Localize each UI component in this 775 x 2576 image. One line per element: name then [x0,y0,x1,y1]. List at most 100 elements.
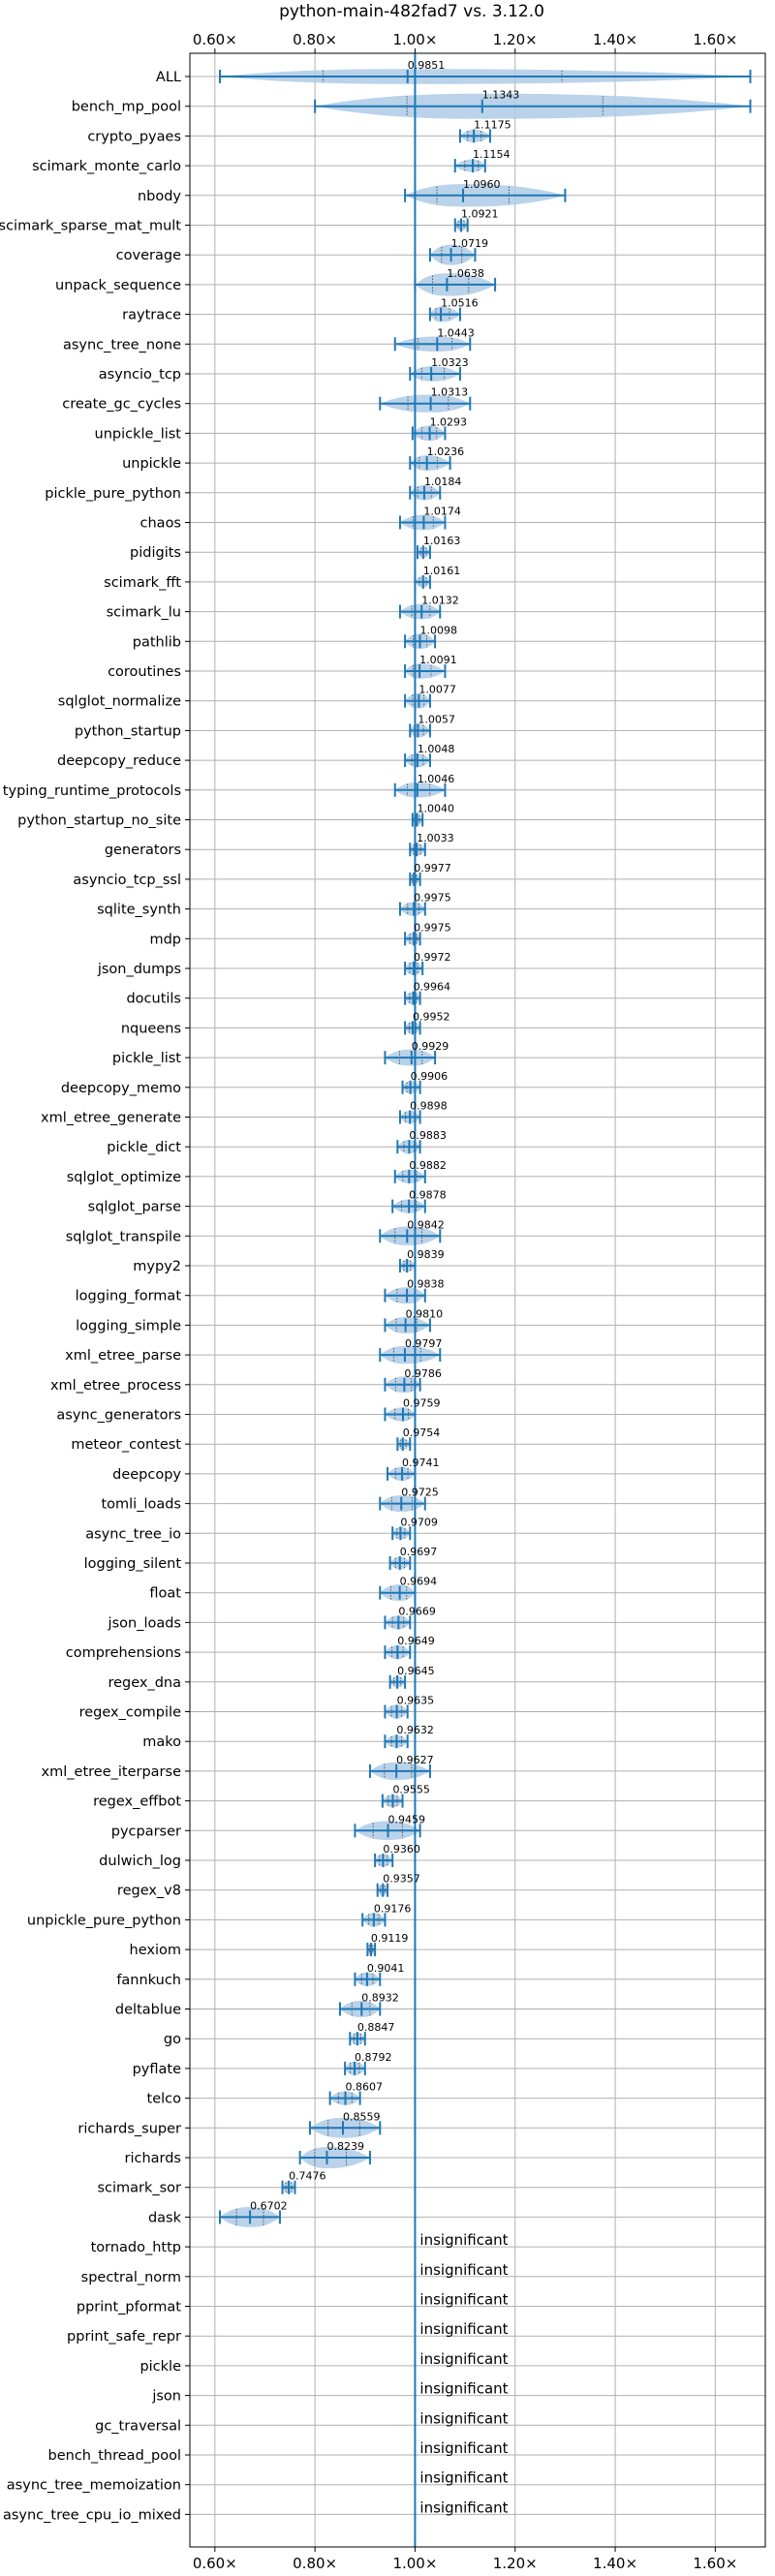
value-label: 0.9906 [411,1070,449,1083]
insignificant-label: insignificant [419,2231,508,2249]
benchmark-label: meteor_contest [71,1437,181,1453]
insignificant-label: insignificant [419,2350,508,2368]
x-tick-label-bottom: 0.80× [293,2555,337,2572]
value-label: 1.0293 [430,415,468,428]
value-label: 0.9977 [414,862,451,874]
benchmark-label: ALL [156,70,181,85]
value-label: 0.9459 [388,1813,425,1825]
benchmark-label: xml_etree_iterparse [42,1764,182,1780]
value-label: 1.0516 [441,297,479,310]
value-label: 0.8847 [357,2021,395,2034]
benchmark-label: pyflate [133,2062,181,2077]
value-label: 1.0077 [418,684,456,696]
benchmark-label: regex_dna [108,1675,181,1691]
benchmark-label: logging_simple [76,1318,181,1334]
x-tick-label-bottom: 1.20× [493,2555,538,2572]
benchmark-label: dulwich_log [99,1854,181,1869]
benchmark-label: fannkuch [116,1973,181,1988]
benchmark-label: deepcopy_memo [61,1081,181,1096]
benchmark-label: pprint_safe_repr [67,2329,181,2345]
value-label: 1.0443 [437,326,475,339]
benchmark-label: json [151,2389,181,2405]
label-layer: 0.9851 1.1343 1.1175 1.1154 1.0960 1.0921 1.07… [250,59,519,2516]
benchmark-label: sqlglot_parse [88,1200,181,1215]
benchmark-label: pickle [140,2359,181,2375]
value-label: 0.8932 [361,1992,399,2005]
benchmark-label: async_tree_cpu_io_mixed [3,2507,181,2523]
x-tick-label-top: 0.60× [193,31,237,48]
value-label: 0.8792 [355,2051,392,2064]
benchmark-label: coroutines [108,664,181,680]
value-label: 0.9669 [398,1605,436,1617]
benchmark-label: regex_v8 [117,1884,181,1899]
value-label: 0.9632 [396,1724,434,1736]
value-label: 0.9952 [413,1010,450,1023]
benchmark-label: pycparser [111,1824,181,1839]
value-label: 0.9898 [410,1100,448,1113]
benchmark-label: pathlib [133,634,181,650]
value-label: 0.7476 [289,2170,326,2183]
value-label: 0.9360 [383,1843,420,1855]
benchmark-label: float [149,1586,181,1602]
x-tick-label-bottom: 1.00× [392,2555,437,2572]
benchmark-label: sqlglot_transpile [66,1229,181,1244]
benchmark-label: raytrace [122,308,181,323]
benchmark-label: mdp [149,932,181,947]
value-label: 1.0184 [424,475,462,488]
value-label: 0.9882 [409,1159,447,1172]
benchmark-label: json_loads [108,1615,181,1631]
benchmark-label: logging_silent [84,1556,182,1572]
value-label: 0.9041 [367,1962,405,1975]
value-label: 1.0323 [431,356,469,369]
value-label: 1.0048 [418,743,455,755]
value-label: 0.8607 [345,2081,383,2094]
value-label: 1.1343 [482,89,520,102]
benchmark-label: create_gc_cycles [62,397,181,413]
value-label: 0.8239 [326,2140,364,2153]
value-label: 1.0719 [451,237,489,250]
x-tick-label-bottom: 1.40× [593,2555,637,2572]
chart-title: python-main-482fad7 vs. 3.12.0 [279,2,544,21]
insignificant-label: insignificant [419,2499,508,2516]
value-label: 1.0033 [417,832,454,844]
benchmark-label: scimark_lu [107,605,181,621]
benchmark-label: python_startup_no_site [17,813,181,829]
value-label: 0.9759 [403,1397,441,1410]
value-label: 0.9357 [383,1873,420,1886]
benchmark-label: dask [148,2210,182,2225]
value-label: 0.9725 [401,1487,439,1499]
value-label: 0.9975 [414,921,451,934]
benchmark-label: richards_super [78,2121,181,2136]
x-tick-label-bottom: 1.60× [693,2555,737,2572]
benchmark-label: pprint_pformat [77,2300,181,2315]
benchmark-label: deepcopy_reduce [57,753,181,769]
benchmark-label: xml_etree_process [50,1378,181,1394]
value-label: 0.9964 [414,981,451,994]
value-label: 0.9838 [407,1278,445,1291]
benchmark-label: pidigits [130,545,181,561]
benchmark-label: regex_compile [79,1705,181,1721]
benchmark-label: telco [147,2092,182,2107]
value-label: 1.0057 [418,713,455,725]
value-label: 0.9697 [400,1546,438,1558]
benchmark-label: sqlite_synth [97,903,181,918]
benchmark-label: go [164,2032,181,2047]
x-tick-label-top: 1.40× [593,31,637,48]
value-label: 0.9176 [374,1902,412,1915]
benchmark-label: typing_runtime_protocols [3,783,181,799]
value-label: 0.9754 [403,1426,441,1439]
value-label: 1.0046 [418,773,455,785]
benchmark-label: sqlglot_optimize [67,1170,181,1185]
benchmark-label: sqlglot_normalize [58,694,181,710]
benchmark-label: async_generators [56,1408,181,1424]
benchmark-label: mako [142,1734,181,1750]
value-label: 0.9842 [407,1218,445,1231]
value-label: 1.1175 [474,118,512,131]
benchmark-label: pickle_dict [107,1140,181,1155]
benchmark-label: coverage [116,248,181,263]
value-label: 0.9649 [397,1635,435,1647]
benchmark-label: unpickle_pure_python [27,1913,181,1928]
benchmark-label: unpack_sequence [55,278,181,293]
